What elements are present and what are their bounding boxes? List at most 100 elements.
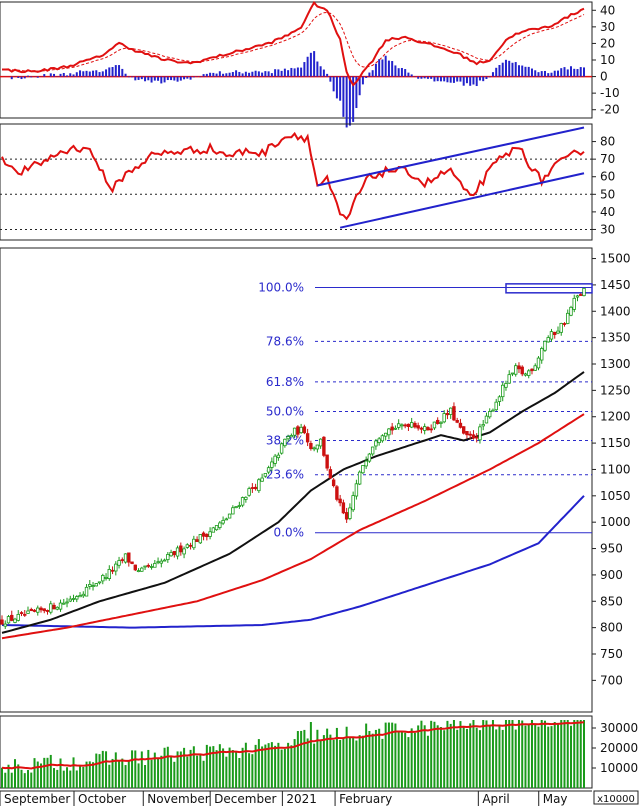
month-label: December: [214, 792, 276, 806]
candle-body: [435, 419, 440, 424]
candle-body: [364, 460, 368, 467]
price-tick-label: 950: [600, 542, 623, 556]
candle-body: [23, 613, 27, 616]
macd-histogram-bar: [534, 70, 537, 77]
candle-body: [52, 604, 56, 610]
macd-histogram-bar: [114, 65, 117, 77]
rsi-tick-label: 50: [600, 187, 615, 201]
volume-bar: [1, 767, 3, 788]
volume-bar: [280, 749, 283, 788]
macd-histogram-bar: [404, 69, 407, 77]
candle-body: [419, 427, 424, 430]
macd-histogram-bar: [192, 76, 195, 78]
macd-histogram-bar: [108, 67, 111, 77]
candle-body: [260, 477, 264, 482]
volume-bar: [465, 728, 468, 788]
macd-histogram-bar: [332, 76, 335, 92]
volume-bar: [355, 740, 358, 788]
volume-bar: [170, 756, 173, 788]
macd-histogram-bar: [72, 74, 75, 77]
volume-bar: [118, 761, 121, 788]
fib-label: 50.0%: [266, 404, 304, 418]
price-tick-label: 900: [600, 568, 623, 582]
candle-body: [3, 623, 7, 627]
macd-histogram-bar: [488, 76, 491, 78]
volume-bar: [218, 744, 221, 788]
x-axis: September October November December 2021 Febr…: [0, 790, 592, 806]
volume-bar: [79, 765, 82, 788]
macd-histogram-bar: [95, 70, 98, 77]
macd-histogram-bar: [199, 76, 202, 78]
volume-bar: [543, 720, 546, 788]
macd-histogram-bar: [79, 70, 82, 77]
candle-body: [582, 287, 586, 297]
candle-body: [416, 425, 420, 429]
candle-body: [175, 547, 180, 557]
candle-body: [270, 461, 274, 468]
candle-body: [224, 518, 229, 521]
candle-body: [507, 374, 511, 384]
volume-bar: [378, 728, 381, 788]
month-label: November: [147, 792, 209, 806]
volume-bar: [569, 725, 572, 788]
candle-body: [159, 560, 164, 564]
macd-histogram-bar: [329, 76, 332, 82]
price-tick-label: 1300: [600, 357, 631, 371]
volume-bar: [348, 737, 351, 788]
candle-body: [127, 552, 131, 563]
macd-histogram-bar: [62, 72, 65, 77]
candle-body: [458, 422, 463, 428]
volume-bar: [472, 720, 475, 788]
macd-histogram-bar: [296, 67, 299, 77]
volume-bar: [134, 750, 137, 788]
macd-histogram-bar: [361, 76, 364, 85]
candle-body: [331, 479, 336, 487]
volume-bar: [517, 720, 520, 788]
candle-body: [335, 486, 339, 500]
macd-histogram-bar: [459, 76, 462, 82]
price-tick-label: 1150: [600, 436, 631, 450]
candle-body: [406, 423, 411, 427]
macd-histogram-bar: [371, 70, 374, 77]
volume-bar: [397, 731, 400, 788]
candle-body: [26, 610, 30, 614]
candle-body: [341, 502, 346, 514]
volume-bar: [40, 763, 43, 788]
macd-histogram-bar: [449, 76, 452, 83]
candle-body: [94, 583, 98, 587]
candle-body: [247, 488, 251, 496]
candle-body: [221, 519, 225, 524]
macd-histogram-bar: [153, 76, 156, 81]
macd-histogram-bar: [563, 67, 566, 77]
fib-label: 100.0%: [258, 281, 304, 295]
macd-histogram-bar: [452, 76, 455, 83]
candle-body: [296, 426, 300, 435]
candle-body: [322, 436, 326, 456]
month-label: 2021: [286, 792, 317, 806]
macd-tick-label: -20: [600, 103, 620, 117]
volume-bar: [426, 735, 429, 788]
price-frame: [0, 247, 593, 713]
candle-body: [153, 563, 157, 568]
candle-body: [211, 527, 216, 533]
volume-bar: [62, 770, 65, 788]
candle-body: [273, 455, 277, 464]
volume-bar: [387, 722, 390, 788]
candle-body: [409, 422, 414, 428]
volume-bar: [228, 747, 231, 788]
macd-histogram-bar: [17, 76, 20, 78]
rsi-tick-label: 60: [600, 170, 615, 184]
macd-histogram-bar: [257, 71, 260, 77]
volume-bar: [75, 770, 78, 788]
macd-histogram-bar: [365, 76, 368, 78]
volume-bar: [277, 742, 280, 788]
volume-bar: [163, 747, 166, 788]
macd-histogram-bar: [215, 73, 218, 77]
macd-histogram-bar: [209, 72, 212, 77]
macd-histogram-bar: [30, 76, 33, 78]
macd-histogram-bar: [430, 76, 433, 79]
volume-bar: [329, 734, 332, 788]
macd-histogram-bar: [394, 65, 397, 77]
rsi-frame: [0, 123, 593, 241]
candle-body: [533, 365, 537, 371]
